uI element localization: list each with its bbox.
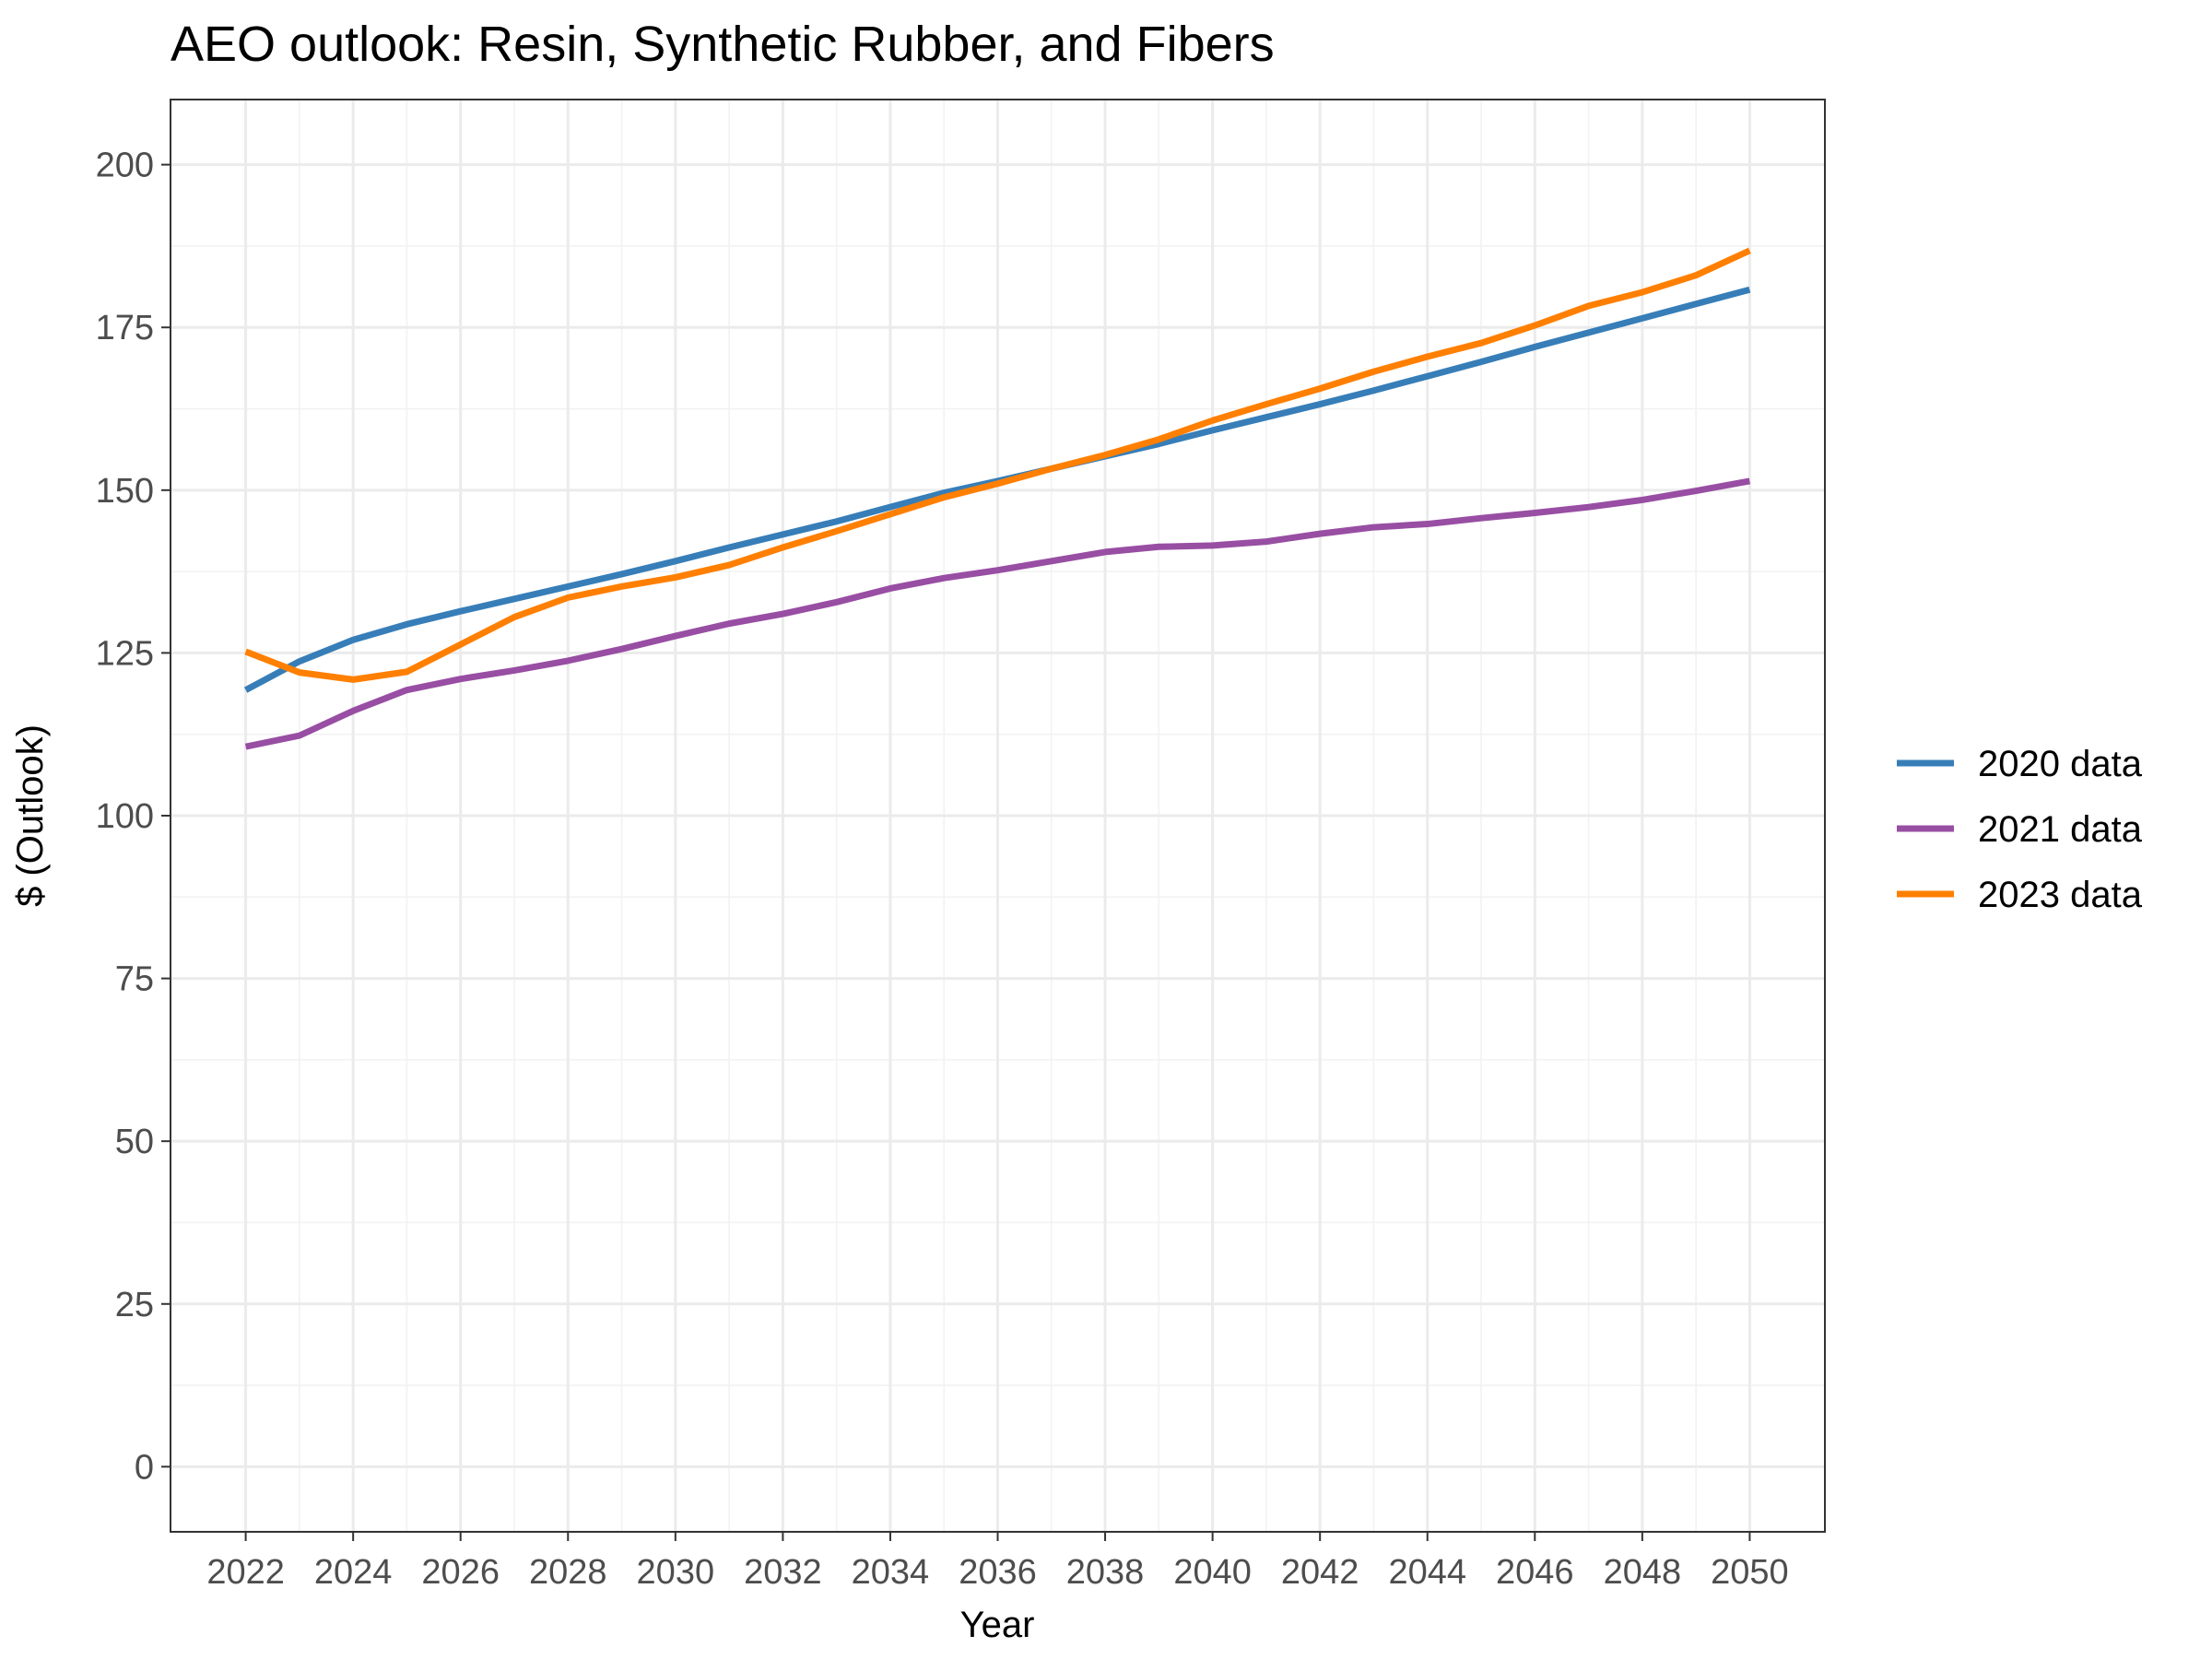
x-axis: 2022 2024 2026 2028 2030 2032 2034 2036 2038 2040… [206,1532,1789,1592]
legend-label: 2023 data [1978,875,2143,915]
y-axis: 0 25 50 75 100 125 150 175 200 [96,147,171,1487]
chart-title: AEO outlook: Resin, Synthetic Rubber, an… [171,17,1275,72]
y-tick-label: 50 [115,1123,154,1161]
y-tick-label: 125 [96,634,154,673]
x-axis-title: Year [960,1605,1035,1645]
x-tick-label: 2038 [1066,1553,1145,1592]
x-tick-label: 2030 [637,1553,715,1592]
grid [171,100,1825,1532]
x-tick-label: 2048 [1604,1553,1682,1592]
x-tick-label: 2024 [314,1553,393,1592]
x-tick-label: 2032 [744,1553,822,1592]
x-tick-label: 2050 [1711,1553,1789,1592]
series-line-2021-data [244,477,1751,750]
y-axis-title: $ (Outlook) [10,724,51,907]
legend-label: 2021 data [1978,809,2143,850]
legend: 2020 data 2021 data 2023 data [1897,744,2143,915]
y-tick-label: 175 [96,309,154,347]
x-tick-label: 2034 [852,1553,930,1592]
series-line-2023-data [244,247,1751,683]
y-tick-label: 200 [96,147,154,185]
y-tick-label: 25 [115,1286,154,1324]
x-tick-label: 2046 [1496,1553,1574,1592]
y-tick-label: 150 [96,472,154,511]
y-tick-label: 0 [135,1448,154,1487]
y-tick-label: 75 [115,960,154,999]
x-tick-label: 2036 [959,1553,1037,1592]
x-tick-label: 2040 [1173,1553,1252,1592]
y-tick-label: 100 [96,797,154,836]
x-tick-label: 2022 [206,1553,285,1592]
x-tick-label: 2026 [421,1553,500,1592]
x-tick-label: 2044 [1388,1553,1466,1592]
series-lines [243,247,1751,750]
legend-label: 2020 data [1978,744,2143,784]
x-tick-label: 2042 [1281,1553,1359,1592]
x-tick-label: 2028 [529,1553,607,1592]
